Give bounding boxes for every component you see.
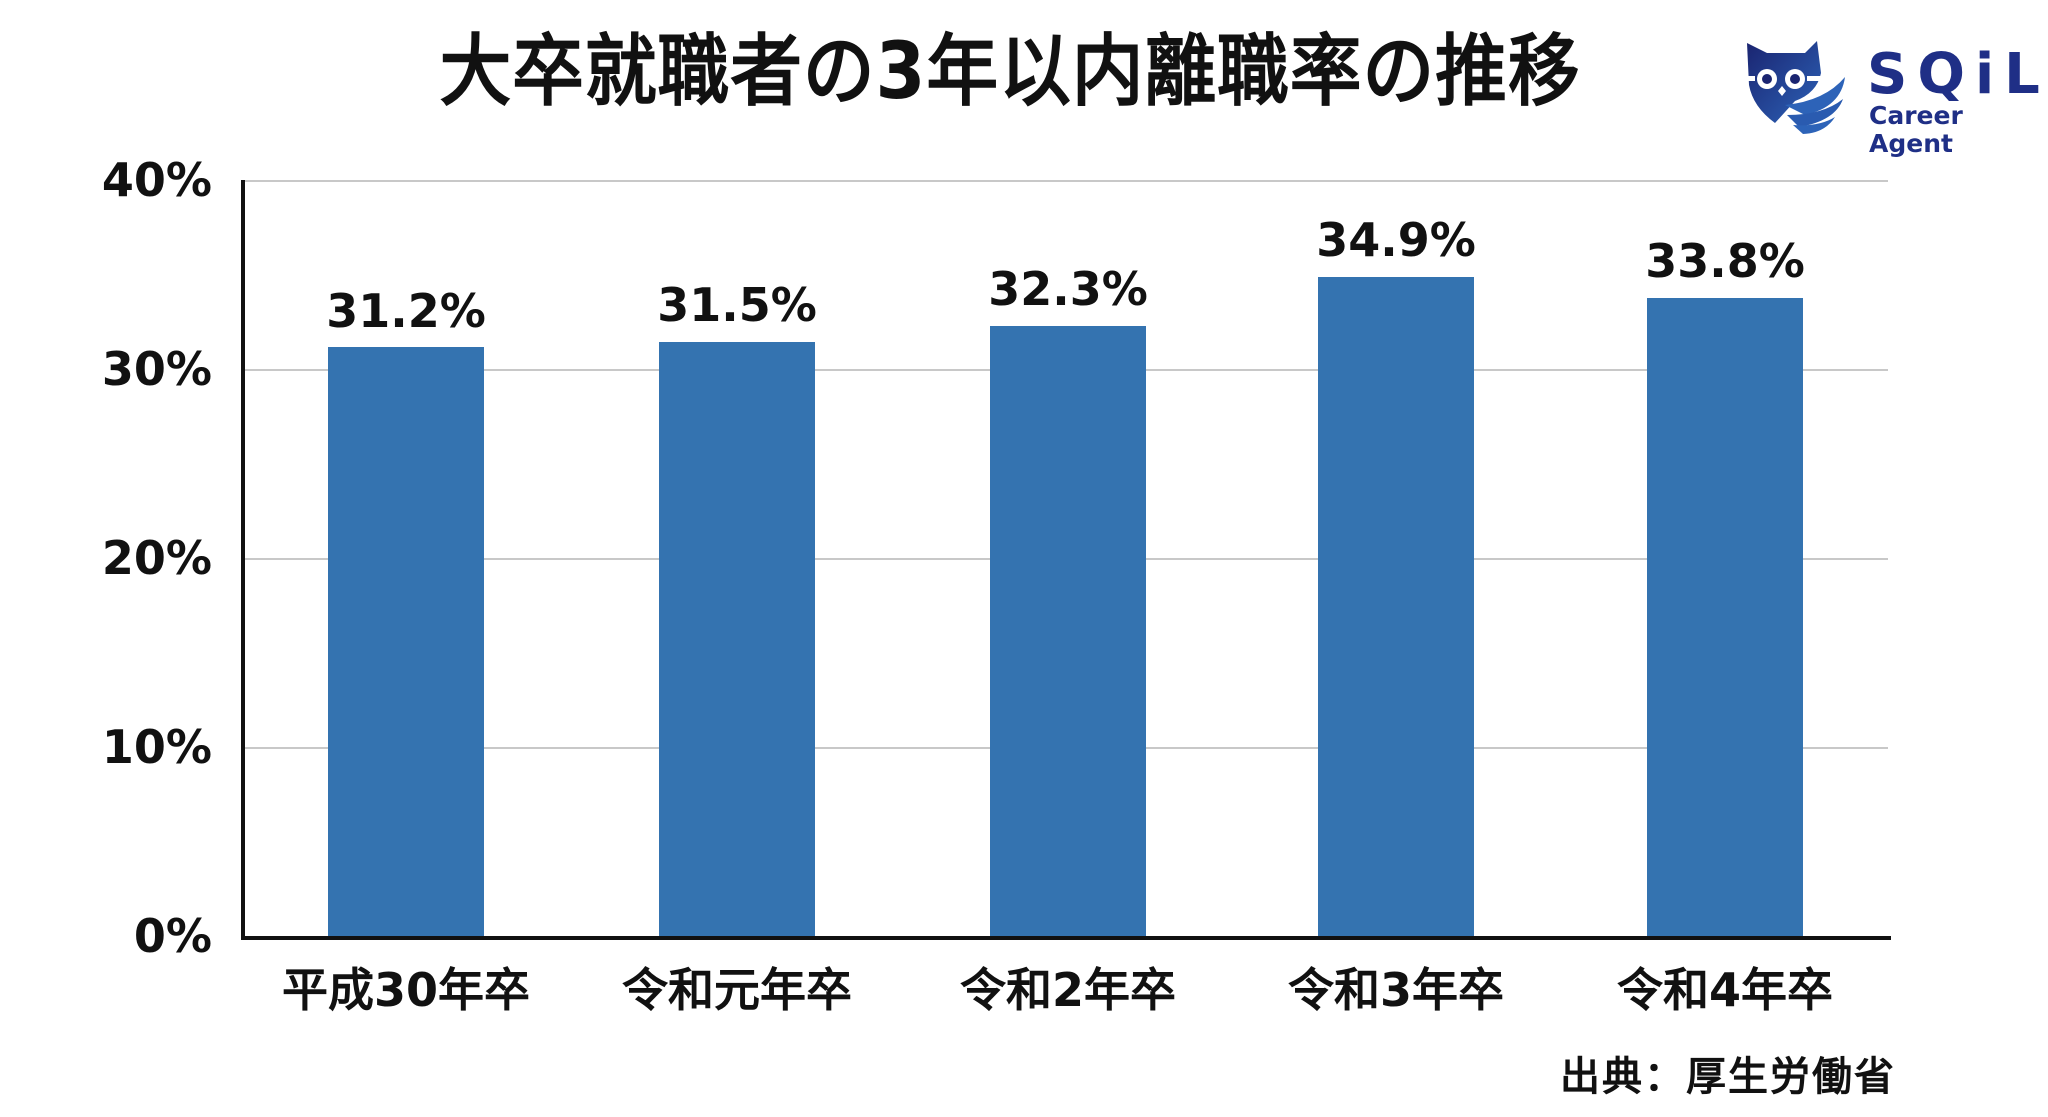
y-tick-0: 0% <box>133 909 212 963</box>
bar-heisei30 <box>328 347 484 937</box>
logo-brand-text: SQiL <box>1867 42 2048 107</box>
bar-value-label: 33.8% <box>1645 234 1805 288</box>
x-tick-label: 令和4年卒 <box>1616 963 1833 1017</box>
bar-reiwa1 <box>659 342 815 937</box>
source-note: 出典：厚生労働省 <box>1560 1054 1896 1100</box>
y-tick-30: 30% <box>101 342 212 396</box>
y-tick-20: 20% <box>101 531 212 585</box>
chart-title: 大卒就職者の3年以内離職率の推移 <box>439 27 1581 117</box>
bar-value-label: 34.9% <box>1316 213 1476 267</box>
gridline-40 <box>244 180 1888 182</box>
bar-reiwa2 <box>990 326 1146 937</box>
x-tick-label: 令和2年卒 <box>959 963 1176 1017</box>
x-tick-label: 令和元年卒 <box>622 963 852 1017</box>
brand-logo: SQiL Career Agent <box>1745 35 2048 158</box>
bar-reiwa4 <box>1647 298 1803 937</box>
y-axis-line <box>241 180 245 939</box>
owl-logo-icon <box>1745 41 1845 134</box>
bar-value-label: 32.3% <box>988 262 1148 316</box>
x-tick-label: 令和3年卒 <box>1287 963 1504 1017</box>
x-tick-label: 平成30年卒 <box>281 963 530 1017</box>
bar-value-label: 31.2% <box>326 284 486 338</box>
bar-reiwa3 <box>1318 277 1474 937</box>
y-tick-40: 40% <box>101 153 212 207</box>
bar-value-label: 31.5% <box>657 278 817 332</box>
logo-subtitle: Career Agent <box>1869 101 1963 158</box>
y-tick-10: 10% <box>101 720 212 774</box>
x-axis-line <box>241 936 1891 940</box>
